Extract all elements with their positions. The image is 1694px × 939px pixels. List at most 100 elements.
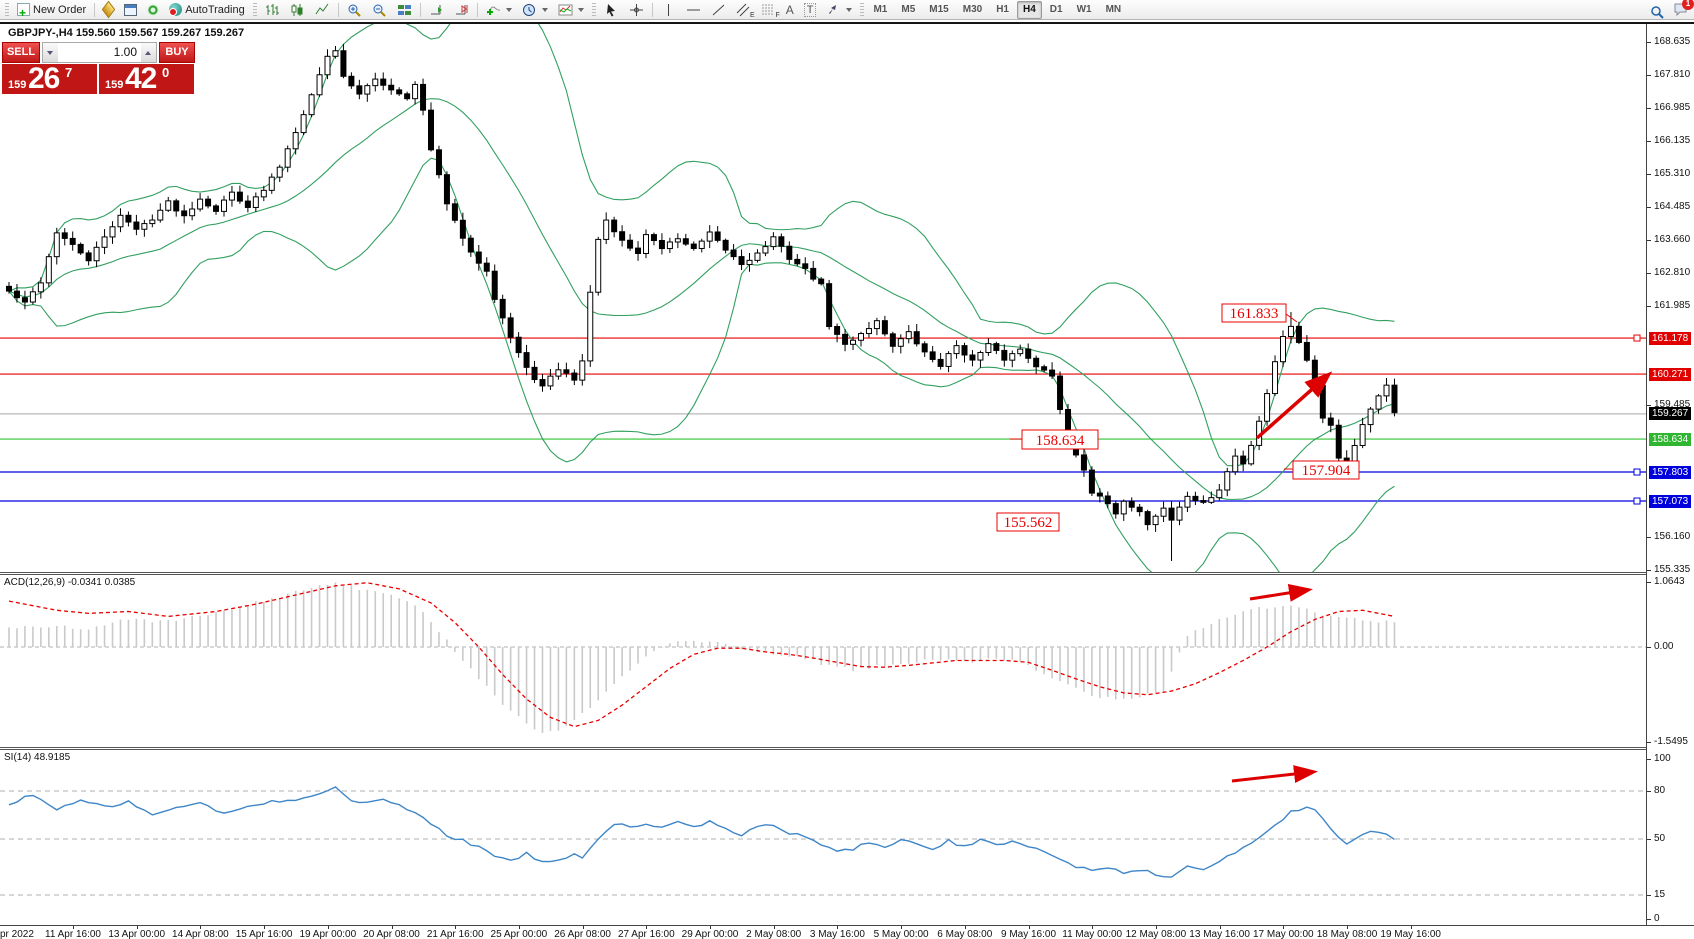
toolbar-grip[interactable] — [252, 2, 257, 17]
price-line-label: 161.178 — [1649, 331, 1692, 345]
x-axis-tick: 19 Apr 00:00 — [299, 929, 357, 939]
chart-shift-icon — [455, 4, 468, 14]
dropdown-caret — [577, 7, 584, 12]
vertical-line-button[interactable] — [656, 1, 681, 19]
price-callout[interactable]: 155.562 — [996, 512, 1060, 532]
toolbar-grip[interactable] — [591, 2, 596, 17]
price-callout[interactable]: 158.634 — [1010, 429, 1099, 450]
search-icon[interactable] — [1650, 5, 1665, 19]
buy-price[interactable]: 159 42 0 — [99, 64, 194, 94]
y-axis-tick: 0 — [1654, 913, 1660, 924]
cursor-button[interactable] — [599, 1, 624, 19]
bar-chart-icon — [265, 3, 279, 15]
price-axis[interactable]: 168.635 167.810 166.985 166.135 165.310 164.4… — [1646, 24, 1694, 925]
zoom-in-icon — [348, 4, 361, 17]
notifications-button[interactable]: 1 — [1673, 0, 1694, 21]
x-axis-tick: 19 May 16:00 — [1380, 929, 1441, 939]
autotrading-button[interactable]: AutoTrading — [164, 1, 250, 19]
toolbar-grip[interactable] — [860, 2, 865, 17]
price-line-label: 157.803 — [1649, 465, 1692, 479]
volume-decrease-button[interactable] — [43, 43, 58, 62]
x-axis-tick: 15 Apr 16:00 — [235, 929, 293, 939]
zoom-out-button[interactable] — [367, 1, 392, 19]
y-axis-tick: 156.160 — [1654, 531, 1691, 543]
timeframe-m15[interactable]: M15 — [929, 3, 949, 15]
y-axis-tick: 168.635 — [1654, 36, 1691, 47]
svg-text:158.634: 158.634 — [1036, 433, 1085, 449]
line-chart-icon — [315, 3, 329, 14]
periods-button[interactable] — [517, 1, 553, 19]
trend-arrow[interactable] — [1249, 583, 1313, 602]
svg-text:155.562: 155.562 — [1004, 515, 1053, 531]
fibonacci-button[interactable]: F — [756, 1, 781, 19]
x-axis-tick: 14 Apr 08:00 — [172, 929, 229, 939]
y-axis-tick: 167.810 — [1654, 68, 1691, 80]
candlestick-button[interactable] — [285, 1, 310, 19]
text-label-button[interactable]: T — [799, 1, 822, 19]
sell-price-prefix: 159 — [8, 79, 27, 91]
line-chart-button[interactable] — [310, 1, 335, 19]
volume-input[interactable]: 1.00 — [113, 45, 137, 59]
timeframe-m5[interactable]: M5 — [901, 3, 916, 15]
price-line-label: 159.267 — [1649, 407, 1692, 421]
y-axis-tick: 1.0643 — [1654, 575, 1685, 587]
y-axis-tick: 100 — [1654, 753, 1671, 764]
price-callout[interactable]: 161.833 — [1221, 303, 1298, 323]
metaeditor-button[interactable] — [98, 0, 119, 19]
volume-increase-button[interactable] — [141, 43, 156, 62]
arrows-button[interactable] — [821, 1, 857, 19]
zoom-in-button[interactable] — [342, 1, 367, 19]
x-axis-tick: 5 May 00:00 — [873, 929, 929, 939]
new-order-button[interactable]: + New Order — [12, 1, 91, 19]
indicators-button[interactable] — [481, 1, 517, 19]
x-axis-tick: 2 May 08:00 — [746, 929, 802, 939]
chart-area[interactable]: GBPJPY-,H4 159.560 159.567 159.267 159.2… — [0, 22, 1694, 939]
toolbar-grip[interactable] — [5, 2, 9, 17]
sell-price-pip: 7 — [65, 65, 73, 80]
sell-button[interactable]: SELL — [2, 42, 40, 63]
auto-scroll-button[interactable] — [424, 1, 449, 19]
timeframe-m30[interactable]: M30 — [962, 3, 983, 15]
timeframe-m1[interactable]: M1 — [873, 3, 888, 15]
trendline-button[interactable] — [706, 1, 731, 19]
timeframe-h1[interactable]: H1 — [996, 3, 1009, 15]
x-axis-tick: 18 May 08:00 — [1316, 929, 1378, 939]
chart-shift-button[interactable] — [449, 1, 474, 19]
buy-button[interactable]: BUY — [159, 42, 195, 63]
y-axis-tick: 15 — [1654, 889, 1666, 900]
equidistant-channel-button[interactable]: E — [731, 1, 756, 19]
dropdown-caret — [505, 7, 512, 12]
horizontal-line-button[interactable] — [681, 1, 706, 19]
price-line-label: 158.634 — [1649, 432, 1692, 446]
signals-button[interactable] — [142, 1, 164, 19]
bar-chart-button[interactable] — [260, 1, 285, 19]
candles — [6, 43, 1398, 561]
trend-arrow[interactable] — [1231, 765, 1318, 783]
indicators-icon — [486, 5, 500, 15]
price-line-label: 160.271 — [1649, 367, 1692, 381]
macd-pane[interactable] — [0, 575, 1646, 747]
templates-icon — [558, 4, 573, 15]
text-button[interactable]: A — [781, 1, 799, 19]
rsi-pane[interactable] — [0, 750, 1646, 925]
price-chart-pane[interactable]: 161.833 158.634 157.904 155.562 — [0, 24, 1646, 572]
terminal-icon — [124, 3, 138, 16]
price-line-label: 157.073 — [1649, 494, 1692, 508]
timeframe-d1[interactable]: D1 — [1049, 3, 1063, 15]
timeframe-h4[interactable]: H4 — [1016, 0, 1042, 19]
time-axis[interactable]: pr 2022 11 Apr 16:00 13 Apr 00:00 14 Apr 08… — [0, 925, 1694, 939]
trendline-icon — [712, 4, 725, 15]
equidistant-channel-icon — [736, 3, 750, 16]
trend-arrow[interactable] — [1255, 371, 1333, 440]
tile-windows-button[interactable] — [392, 1, 417, 19]
price-callout[interactable]: 157.904 — [1284, 460, 1360, 480]
y-axis-tick: 164.485 — [1654, 200, 1691, 212]
terminal-button[interactable] — [119, 1, 142, 19]
crosshair-button[interactable] — [624, 1, 649, 19]
x-axis-tick: 6 May 08:00 — [937, 929, 993, 939]
sell-price[interactable]: 159 26 7 — [2, 64, 97, 94]
timeframe-w1[interactable]: W1 — [1076, 3, 1092, 15]
templates-button[interactable] — [553, 1, 589, 19]
timeframe-mn[interactable]: MN — [1105, 3, 1122, 15]
